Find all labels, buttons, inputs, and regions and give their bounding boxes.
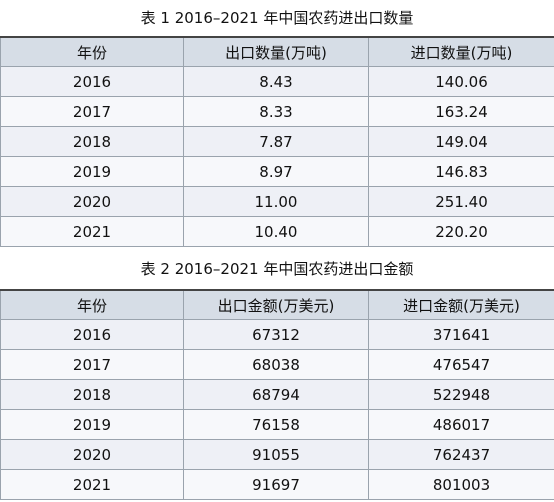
data-table: 年份 出口数量(万吨) 进口数量(万吨) 2016 8.43 140.06 2017 8.33… (0, 36, 554, 247)
header-cell: 出口数量(万吨) (183, 36, 369, 67)
header-row: 年份 出口金额(万美元) 进口金额(万美元) (0, 289, 554, 320)
table-cell: 801003 (368, 469, 554, 500)
table-row: 2017 8.33 163.24 (0, 96, 554, 127)
table-cell: 68038 (183, 349, 369, 380)
table-cell: 476547 (368, 349, 554, 380)
table-cell: 2019 (0, 156, 184, 187)
table-cell: 10.40 (183, 216, 369, 247)
table-cell: 2018 (0, 379, 184, 410)
table-cell: 2020 (0, 186, 184, 217)
table-cell: 91055 (183, 439, 369, 470)
table-cell: 371641 (368, 319, 554, 350)
table-row: 2021 91697 801003 (0, 469, 554, 500)
table-cell: 8.43 (183, 66, 369, 97)
table-cell: 2020 (0, 439, 184, 470)
table-row: 2016 8.43 140.06 (0, 66, 554, 97)
table-cell: 220.20 (368, 216, 554, 247)
table-cell: 140.06 (368, 66, 554, 97)
table-cell: 91697 (183, 469, 369, 500)
table-cell: 2021 (0, 469, 184, 500)
header-cell: 年份 (0, 289, 184, 320)
table-cell: 8.97 (183, 156, 369, 187)
table-cell: 2021 (0, 216, 184, 247)
table-cell: 2017 (0, 349, 184, 380)
table-row: 2017 68038 476547 (0, 349, 554, 380)
header-cell: 进口金额(万美元) (368, 289, 554, 320)
table-row: 2019 8.97 146.83 (0, 156, 554, 187)
header-row: 年份 出口数量(万吨) 进口数量(万吨) (0, 36, 554, 67)
table-row: 2018 68794 522948 (0, 379, 554, 410)
table-cell: 2016 (0, 319, 184, 350)
table-row: 2016 67312 371641 (0, 319, 554, 350)
table-cell: 7.87 (183, 126, 369, 157)
table-cell: 251.40 (368, 186, 554, 217)
table-cell: 146.83 (368, 156, 554, 187)
table-cell: 76158 (183, 409, 369, 440)
table-cell: 2018 (0, 126, 184, 157)
table-cell: 8.33 (183, 96, 369, 127)
table-cell: 68794 (183, 379, 369, 410)
header-cell: 出口金额(万美元) (183, 289, 369, 320)
table-cell: 2019 (0, 409, 184, 440)
table-block: 表 2 2016–2021 年中国农药进出口金额年份 出口金额(万美元) 进口金额(… (0, 247, 554, 500)
table-row: 2020 91055 762437 (0, 439, 554, 470)
table-cell: 163.24 (368, 96, 554, 127)
table-cell: 2016 (0, 66, 184, 97)
table-cell: 11.00 (183, 186, 369, 217)
table-cell: 2017 (0, 96, 184, 127)
table-cell: 486017 (368, 409, 554, 440)
table-row: 2019 76158 486017 (0, 409, 554, 440)
table-cell: 67312 (183, 319, 369, 350)
header-cell: 年份 (0, 36, 184, 67)
table-row: 2021 10.40 220.20 (0, 216, 554, 247)
header-cell: 进口数量(万吨) (368, 36, 554, 67)
table-row: 2020 11.00 251.40 (0, 186, 554, 217)
table-cell: 149.04 (368, 126, 554, 157)
table-cell: 522948 (368, 379, 554, 410)
table-row: 2018 7.87 149.04 (0, 126, 554, 157)
data-table: 年份 出口金额(万美元) 进口金额(万美元) 2016 67312 371641 2017 6… (0, 289, 554, 500)
table-block: 表 1 2016–2021 年中国农药进出口数量年份 出口数量(万吨) 进口数量(万… (0, 0, 554, 247)
table-title: 表 2 2016–2021 年中国农药进出口金额 (140, 260, 414, 278)
table-cell: 762437 (368, 439, 554, 470)
table-title: 表 1 2016–2021 年中国农药进出口数量 (140, 9, 414, 27)
